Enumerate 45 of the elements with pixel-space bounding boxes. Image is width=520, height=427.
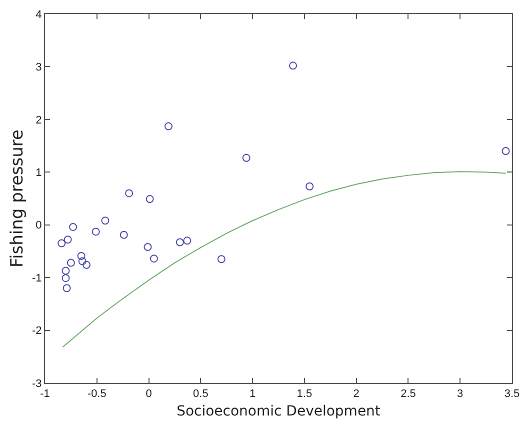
point — [101, 216, 110, 225]
y-tick-label: 2 — [36, 114, 42, 126]
point — [306, 182, 314, 190]
point — [242, 154, 250, 162]
x-tick-label: 1.5 — [296, 388, 312, 400]
line-series — [62, 171, 506, 348]
point — [217, 255, 226, 264]
point — [62, 274, 70, 282]
x-tick-label: 0 — [146, 388, 152, 400]
point — [144, 243, 152, 251]
point — [120, 230, 128, 239]
y-tick-label: 3 — [36, 62, 42, 74]
y-tick-label: 0 — [36, 220, 42, 232]
point — [150, 254, 158, 263]
point — [183, 236, 192, 245]
point — [146, 195, 154, 204]
point — [164, 122, 172, 130]
y-tick-label: -3 — [32, 378, 42, 390]
x-tick-label: 2.5 — [400, 388, 416, 400]
point — [77, 252, 86, 260]
y-axis-title: Fishing pressure — [8, 129, 28, 268]
y-tick-label: -2 — [32, 325, 42, 338]
point — [58, 239, 66, 248]
x-tick-label: -0.5 — [87, 388, 106, 400]
x-tick-label: 2 — [353, 388, 360, 400]
point — [125, 189, 134, 198]
point — [62, 266, 70, 275]
point — [69, 222, 78, 231]
point — [176, 238, 184, 246]
point — [62, 284, 71, 292]
x-axis-title: Socioeconomic Development — [176, 404, 381, 420]
y-tick-label: -1 — [32, 272, 42, 284]
x-tick-label: 3 — [457, 388, 464, 400]
point — [64, 236, 72, 244]
x-tick-label: 0.5 — [193, 388, 208, 400]
point — [78, 257, 86, 266]
x-tick-label: 3.5 — [504, 388, 520, 400]
y-tick-label: 4 — [36, 8, 42, 21]
point — [82, 260, 91, 269]
point — [289, 62, 298, 70]
point — [92, 228, 100, 236]
x-tick-label: 1 — [249, 388, 256, 400]
point — [502, 147, 510, 156]
point — [66, 258, 75, 267]
y-tick-label: 1 — [36, 166, 42, 179]
